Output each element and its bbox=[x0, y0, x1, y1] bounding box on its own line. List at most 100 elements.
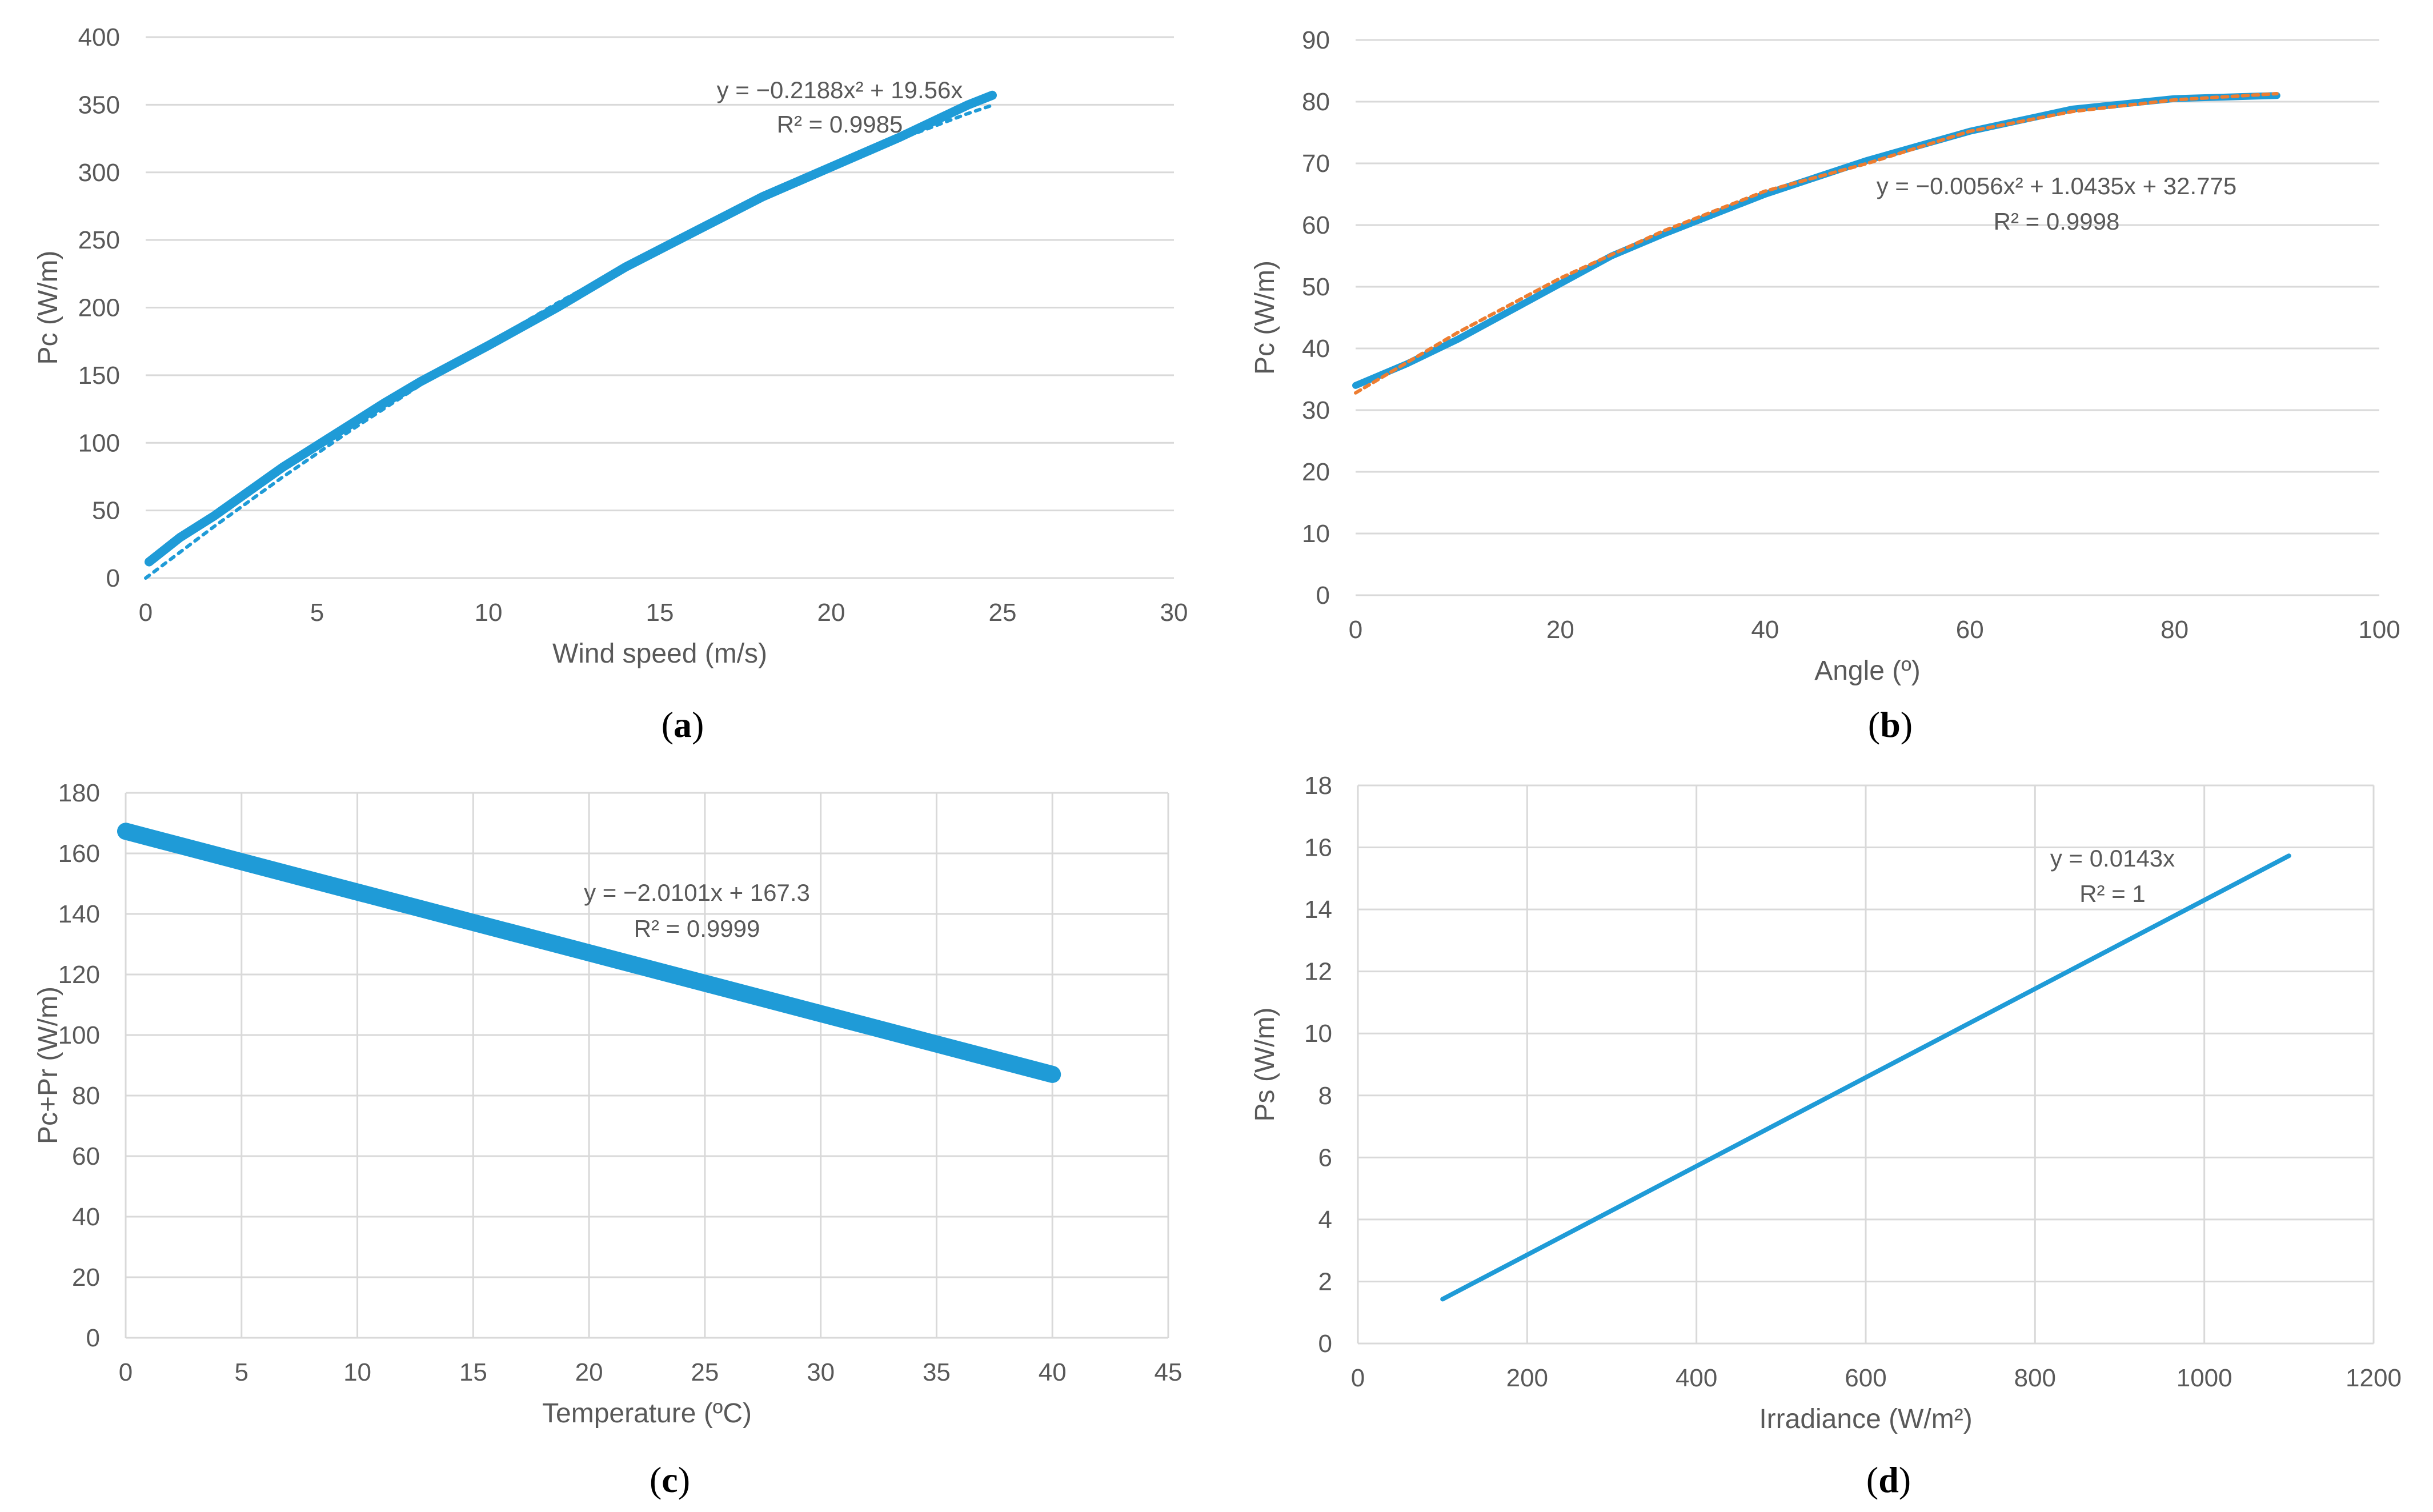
y-tick-label: 60 bbox=[1302, 211, 1330, 239]
chart-c-svg: 0 20 40 60 80 100 120 140 160 180 0 5 10 15 20 25 30 35 40… bbox=[33, 779, 1183, 1500]
x-tick-label: 45 bbox=[1155, 1358, 1183, 1386]
panel-caption: (d) bbox=[1866, 1459, 1911, 1500]
y-tick-label: 14 bbox=[1304, 896, 1332, 924]
y-tick-label: 100 bbox=[78, 429, 120, 457]
x-tick-label: 10 bbox=[343, 1358, 371, 1386]
trendline-equation: y = −0.2188x² + 19.56x bbox=[717, 77, 963, 103]
x-tick-label: 15 bbox=[459, 1358, 487, 1386]
x-tick-label: 5 bbox=[235, 1358, 248, 1386]
y-tick-label: 20 bbox=[1302, 458, 1330, 486]
x-tick-label: 0 bbox=[119, 1358, 133, 1386]
y-tick-label: 250 bbox=[78, 226, 120, 254]
x-tick-label: 20 bbox=[575, 1358, 603, 1386]
trendline-equation: y = 0.0143x bbox=[2050, 845, 2175, 872]
y-tick-label: 50 bbox=[1302, 273, 1330, 301]
chart-panel-d: 0 2 4 6 8 10 12 14 16 18 0 200 400 600 800 1000 1200 Irra… bbox=[1217, 755, 2428, 1512]
y-axis-title: Pc (W/m) bbox=[1250, 260, 1280, 375]
y-tick-label: 4 bbox=[1318, 1206, 1332, 1234]
trendline-r2: R² = 0.9985 bbox=[777, 111, 903, 138]
y-tick-label: 10 bbox=[1304, 1020, 1332, 1048]
y-axis-title: Pc (W/m) bbox=[33, 251, 63, 365]
chart-a-svg: 0 50 100 150 200 250 300 350 400 0 5 10 15 20 25 30 Wind… bbox=[33, 23, 1188, 745]
x-tick-label: 30 bbox=[1160, 599, 1188, 627]
chart-d-svg: 0 2 4 6 8 10 12 14 16 18 0 200 400 600 800 1000 1200 Irra… bbox=[1250, 772, 2402, 1500]
y-tick-label: 90 bbox=[1302, 26, 1330, 54]
series-line bbox=[117, 823, 1061, 1083]
y-tick-label: 60 bbox=[72, 1142, 100, 1170]
y-tick-label: 180 bbox=[58, 779, 100, 807]
x-tick-label: 100 bbox=[2358, 616, 2400, 644]
x-tick-label: 60 bbox=[1956, 616, 1984, 644]
y-tick-label: 80 bbox=[72, 1082, 100, 1110]
x-tick-label: 10 bbox=[475, 599, 503, 627]
y-tick-label: 70 bbox=[1302, 150, 1330, 178]
y-tick-label: 10 bbox=[1302, 520, 1330, 548]
panel-caption: (a) bbox=[662, 704, 704, 745]
y-tick-label: 200 bbox=[78, 294, 120, 322]
x-tick-label: 40 bbox=[1039, 1358, 1067, 1386]
trendline bbox=[1354, 92, 2279, 395]
y-tick-label: 40 bbox=[1302, 335, 1330, 363]
chart-b-svg: 0 10 20 30 40 50 60 70 80 90 0 20 40 60 80 100 Angle (º)… bbox=[1250, 26, 2400, 745]
y-tick-label: 12 bbox=[1304, 958, 1332, 986]
y-tick-label: 100 bbox=[58, 1021, 100, 1049]
y-tick-label: 160 bbox=[58, 840, 100, 868]
x-axis-title: Wind speed (m/s) bbox=[552, 639, 767, 669]
x-tick-label: 600 bbox=[1845, 1364, 1886, 1392]
series-line bbox=[1352, 92, 2280, 389]
x-tick-label: 0 bbox=[139, 599, 153, 627]
y-tick-label: 0 bbox=[1316, 581, 1330, 609]
x-axis-title: Irradiance (W/m²) bbox=[1759, 1404, 1972, 1434]
x-tick-label: 30 bbox=[807, 1358, 835, 1386]
y-tick-label: 0 bbox=[106, 564, 120, 592]
trendline-r2: R² = 1 bbox=[2079, 880, 2146, 907]
y-tick-label: 300 bbox=[78, 159, 120, 187]
y-tick-label: 18 bbox=[1304, 772, 1332, 800]
y-tick-label: 40 bbox=[72, 1203, 100, 1231]
y-tick-label: 2 bbox=[1318, 1268, 1332, 1296]
x-tick-label: 0 bbox=[1351, 1364, 1365, 1392]
panel-caption: (c) bbox=[650, 1459, 690, 1500]
y-tick-label: 400 bbox=[78, 23, 120, 51]
y-tick-label: 50 bbox=[92, 497, 120, 525]
y-tick-label: 80 bbox=[1302, 88, 1330, 116]
x-axis-title: Temperature (ºC) bbox=[542, 1398, 752, 1429]
y-tick-label: 350 bbox=[78, 91, 120, 119]
x-tick-label: 1200 bbox=[2346, 1364, 2402, 1392]
y-axis-title: Pc+Pr (W/m) bbox=[33, 986, 63, 1144]
x-tick-label: 40 bbox=[1751, 616, 1779, 644]
panel-caption: (b) bbox=[1868, 704, 1913, 745]
series-line bbox=[145, 90, 997, 567]
y-tick-label: 0 bbox=[1318, 1330, 1332, 1358]
chart-panel-b: 0 10 20 30 40 50 60 70 80 90 0 20 40 60 80 100 Angle (º)… bbox=[1217, 0, 2428, 757]
trendline-r2: R² = 0.9999 bbox=[634, 915, 760, 942]
x-tick-label: 0 bbox=[1349, 616, 1362, 644]
y-tick-label: 16 bbox=[1304, 834, 1332, 862]
y-tick-label: 20 bbox=[72, 1264, 100, 1292]
y-tick-label: 150 bbox=[78, 362, 120, 390]
x-tick-label: 20 bbox=[817, 599, 845, 627]
x-tick-label: 25 bbox=[691, 1358, 719, 1386]
trendline-equation: y = −0.0056x² + 1.0435x + 32.775 bbox=[1877, 173, 2237, 199]
x-tick-label: 800 bbox=[2014, 1364, 2056, 1392]
x-tick-label: 35 bbox=[923, 1358, 951, 1386]
x-tick-label: 400 bbox=[1676, 1364, 1717, 1392]
x-tick-label: 200 bbox=[1506, 1364, 1548, 1392]
y-tick-label: 8 bbox=[1318, 1082, 1332, 1110]
y-tick-label: 30 bbox=[1302, 396, 1330, 424]
y-tick-label: 140 bbox=[58, 900, 100, 928]
series-line bbox=[1440, 853, 2291, 1302]
x-tick-label: 25 bbox=[989, 599, 1017, 627]
x-tick-label: 80 bbox=[2161, 616, 2189, 644]
y-axis-title: Ps (W/m) bbox=[1250, 1008, 1280, 1122]
x-tick-label: 15 bbox=[646, 599, 674, 627]
x-axis-title: Angle (º) bbox=[1814, 656, 1921, 686]
chart-panel-c: 0 20 40 60 80 100 120 140 160 180 0 5 10 15 20 25 30 35 40… bbox=[0, 755, 1211, 1512]
x-tick-label: 20 bbox=[1546, 616, 1574, 644]
y-tick-label: 6 bbox=[1318, 1144, 1332, 1172]
y-tick-label: 0 bbox=[86, 1324, 100, 1352]
y-tick-label: 120 bbox=[58, 961, 100, 989]
x-tick-label: 1000 bbox=[2177, 1364, 2232, 1392]
trendline bbox=[144, 103, 994, 580]
trendline-r2: R² = 0.9998 bbox=[1994, 208, 2120, 235]
